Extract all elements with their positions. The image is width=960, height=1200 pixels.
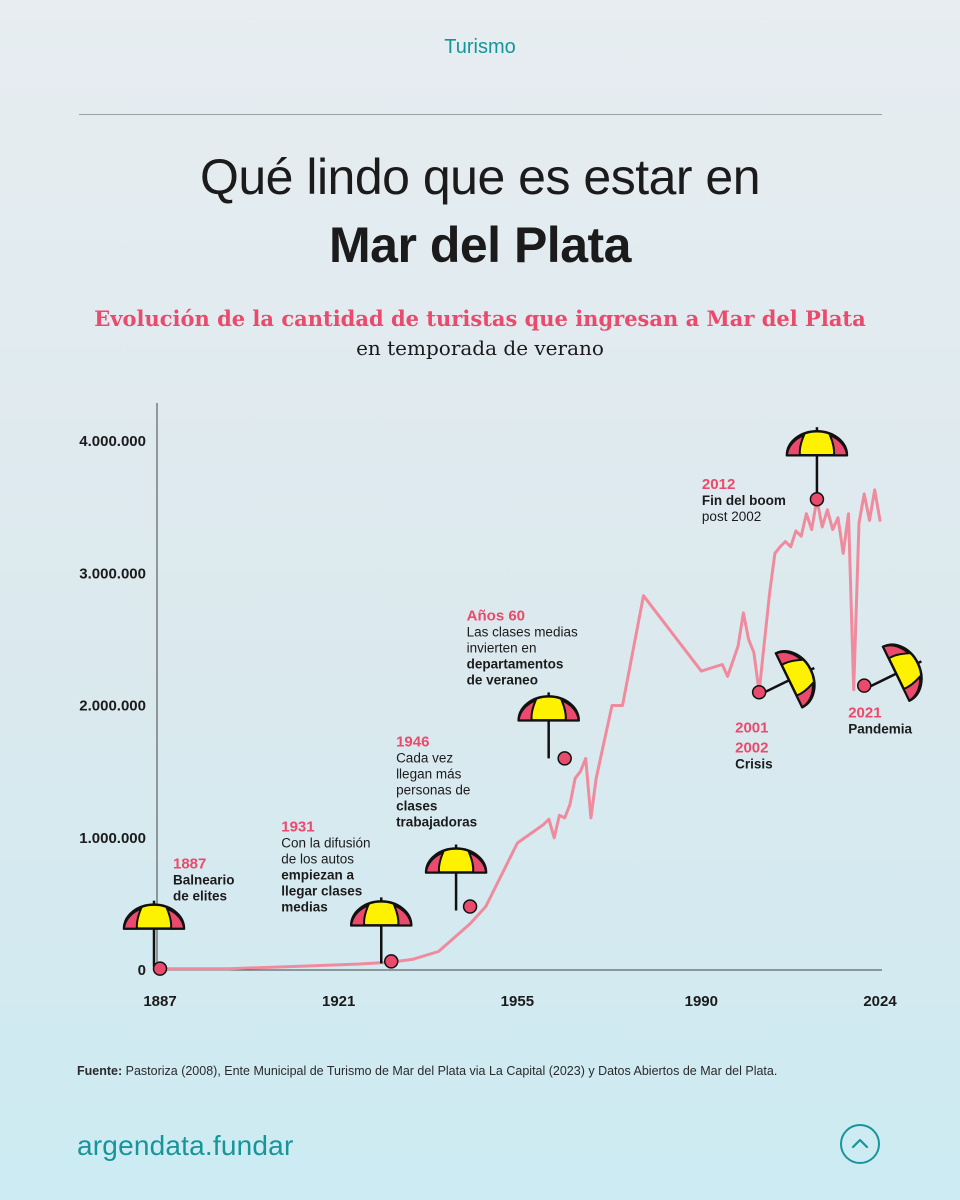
annotation-text: clases [396,799,437,814]
umbrella-icon [861,643,923,703]
umbrella-icon [517,692,580,759]
header-divider [79,114,882,115]
umbrella-icon [754,650,816,709]
annotation-year: Años 60 [467,607,525,624]
annotation-text: invierten en [467,640,537,655]
annotation-year: 1931 [281,818,314,835]
source-text: Pastoriza (2008), Ente Municipal de Turi… [122,1064,778,1078]
annotation-marker [462,899,478,914]
y-tick-label: 0 [138,962,146,979]
umbrella-tip [810,666,815,671]
umbrella-icon [122,900,186,967]
brand-link[interactable]: argendata.fundar [77,1130,294,1161]
umbrella-right-panel [392,903,413,927]
annotation-year: 2021 [848,705,881,722]
x-tick-label: 1921 [322,993,355,1010]
umbrella-right-panel [165,906,186,930]
tourism-line-chart: 0 1.000.000 2.000.000 3.000.000 4.000.000 188… [79,403,923,1010]
annotation-marker [557,751,572,766]
scroll-up-button[interactable] [840,1124,880,1164]
umbrella-icon [424,844,488,911]
annotation-text: Pandemia [848,722,912,737]
annotation-text: departamentos [467,656,564,671]
annotation-year: 2012 [702,476,735,493]
umbrella-right-panel [828,433,849,457]
chart-subtitle: Evolución de la cantidad de turistas que… [94,306,866,331]
source-note: Fuente: Pastoriza (2008), Ente Municipal… [77,1064,777,1078]
annotation-year: 2002 [735,739,768,756]
annotation-text: medias [281,899,328,914]
umbrella-right-panel [795,680,814,709]
umbrella-left-panel [774,650,804,667]
y-tick-label: 1.000.000 [79,830,146,847]
annotation-text: Crisis [735,756,773,771]
annotation-text: de veraneo [467,672,538,687]
annotation-year: 2001 [735,719,768,736]
umbrella-left-panel [517,698,538,722]
x-tick-label: 1955 [501,993,534,1010]
chart-subtitle-secondary: en temporada de verano [356,336,604,360]
annotation-text: Con la difusión [281,835,370,850]
annotation-marker [809,491,825,507]
umbrella-left-panel [785,433,806,457]
umbrella-tip [917,660,922,665]
umbrella-icon [349,897,413,964]
x-tick-label: 1990 [685,993,718,1010]
chevron-up-icon [851,1138,869,1149]
umbrella-left-panel [350,903,371,927]
umbrella-left-panel [424,850,445,874]
series-line [158,488,882,971]
annotation-text: Balneario [173,873,235,888]
category-label: Turismo [444,36,516,58]
annotation-marker [383,954,399,969]
annotation-text: Las clases medias [467,624,578,639]
annotation-text: de los autos [281,851,354,866]
annotation-text: empiezan a [281,867,354,882]
annotation-marker [152,961,168,976]
y-tick-label: 3.000.000 [79,565,146,582]
umbrella-icon [785,427,849,494]
annotation-text: Cada vez [396,751,453,766]
source-label: Fuente: [77,1064,123,1078]
umbrella-right-panel [902,674,922,703]
umbrella-right-panel [559,698,580,722]
annotation-year: 1887 [173,856,206,873]
page-title-line2: Mar del Plata [329,217,631,273]
annotation-text: llegan más [396,767,462,782]
annotation-text: Fin del boom [702,493,786,508]
x-tick-label: 1887 [143,993,176,1010]
annotation-text: trabajadoras [396,815,477,830]
umbrella-left-panel [122,906,143,930]
annotation-text: personas de [396,783,470,798]
y-tick-label: 4.000.000 [79,433,146,450]
annotation-marker [856,678,872,693]
umbrella-right-panel [467,850,488,874]
annotation-text: post 2002 [702,509,761,524]
y-tick-label: 2.000.000 [79,698,146,715]
annotation-text: de elites [173,889,227,904]
annotation-marker [751,685,767,700]
x-tick-label: 2024 [863,993,897,1010]
annotation-text: llegar clases [281,883,362,898]
page-title-line1: Qué lindo que es estar en [199,149,761,205]
annotation-year: 1946 [396,734,429,751]
umbrella-left-panel [881,644,911,660]
